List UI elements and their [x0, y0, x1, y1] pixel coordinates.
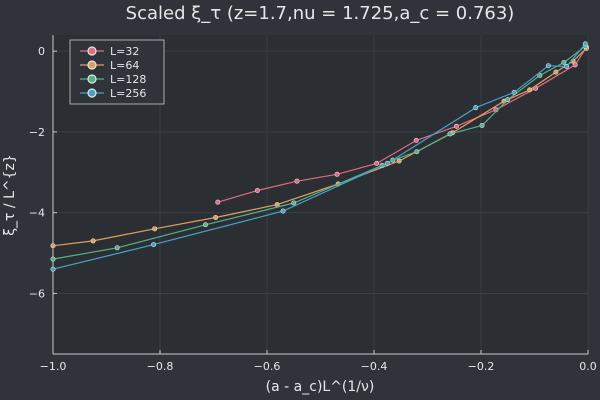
legend-label: L=128: [110, 73, 146, 86]
data-point: [90, 238, 96, 244]
data-point: [396, 158, 402, 164]
legend-label: L=64: [110, 59, 139, 72]
data-point: [413, 137, 419, 143]
data-point: [561, 59, 567, 65]
data-point: [572, 62, 578, 68]
data-point: [527, 87, 533, 93]
data-point: [280, 208, 286, 214]
x-tick-label: −1.0: [40, 360, 67, 373]
data-point: [213, 215, 219, 221]
legend-label: L=256: [110, 87, 146, 100]
data-point: [114, 245, 120, 251]
data-point: [553, 69, 559, 75]
data-point: [294, 178, 300, 184]
data-point: [582, 41, 588, 47]
legend-item: L=128: [80, 73, 146, 86]
data-point: [334, 171, 340, 177]
x-tick-label: −0.4: [361, 360, 388, 373]
legend-marker: [87, 46, 97, 56]
data-point: [151, 242, 157, 248]
x-axis-title: (a - a_c)L^(1/ν): [266, 379, 375, 395]
data-point: [50, 256, 56, 262]
data-point: [453, 123, 459, 129]
data-point: [215, 199, 221, 205]
legend-marker: [87, 74, 97, 84]
data-point: [479, 122, 485, 128]
y-tick-labels: −6 −4 −2 0: [29, 45, 45, 300]
data-point: [537, 72, 543, 78]
data-point: [254, 187, 260, 193]
legend-item: L=32: [80, 45, 139, 58]
y-tick-label: −4: [29, 207, 45, 220]
grid: [52, 35, 589, 354]
legend-marker: [87, 60, 97, 70]
data-point: [545, 63, 551, 69]
x-tick-labels: −1.0 −0.8 −0.6 −0.4 −0.2 0.0: [40, 360, 597, 373]
data-point: [511, 89, 517, 95]
data-point: [414, 149, 420, 155]
y-axis-title: ξ_τ / L^{z}: [2, 154, 18, 236]
x-tick-label: −0.8: [147, 360, 174, 373]
data-point: [291, 200, 297, 206]
x-tick-label: −0.2: [468, 360, 495, 373]
x-tick-label: −0.6: [254, 360, 281, 373]
data-point: [374, 160, 380, 166]
x-tick-label: 0.0: [579, 360, 597, 373]
y-tick-label: −2: [29, 126, 45, 139]
legend-marker: [87, 88, 97, 98]
legend-item: L=64: [80, 59, 139, 72]
data-point: [202, 222, 208, 228]
data-point: [384, 160, 390, 166]
legend-item: L=256: [80, 87, 146, 100]
chart-title: Scaled ξ_τ (z=1.7,nu = 1.725,a_c = 0.763…: [126, 3, 515, 24]
y-tick-label: 0: [38, 45, 45, 58]
data-point: [505, 97, 511, 103]
legend-label: L=32: [110, 45, 139, 58]
data-point: [152, 226, 158, 232]
y-tick-label: −6: [29, 287, 45, 300]
axes: [52, 35, 589, 355]
data-point: [50, 266, 56, 272]
data-point: [447, 131, 453, 137]
data-point: [473, 105, 479, 111]
series-l-256: [50, 41, 588, 272]
data-point: [50, 243, 56, 249]
data-point: [564, 63, 570, 69]
series-layer: [50, 41, 589, 272]
